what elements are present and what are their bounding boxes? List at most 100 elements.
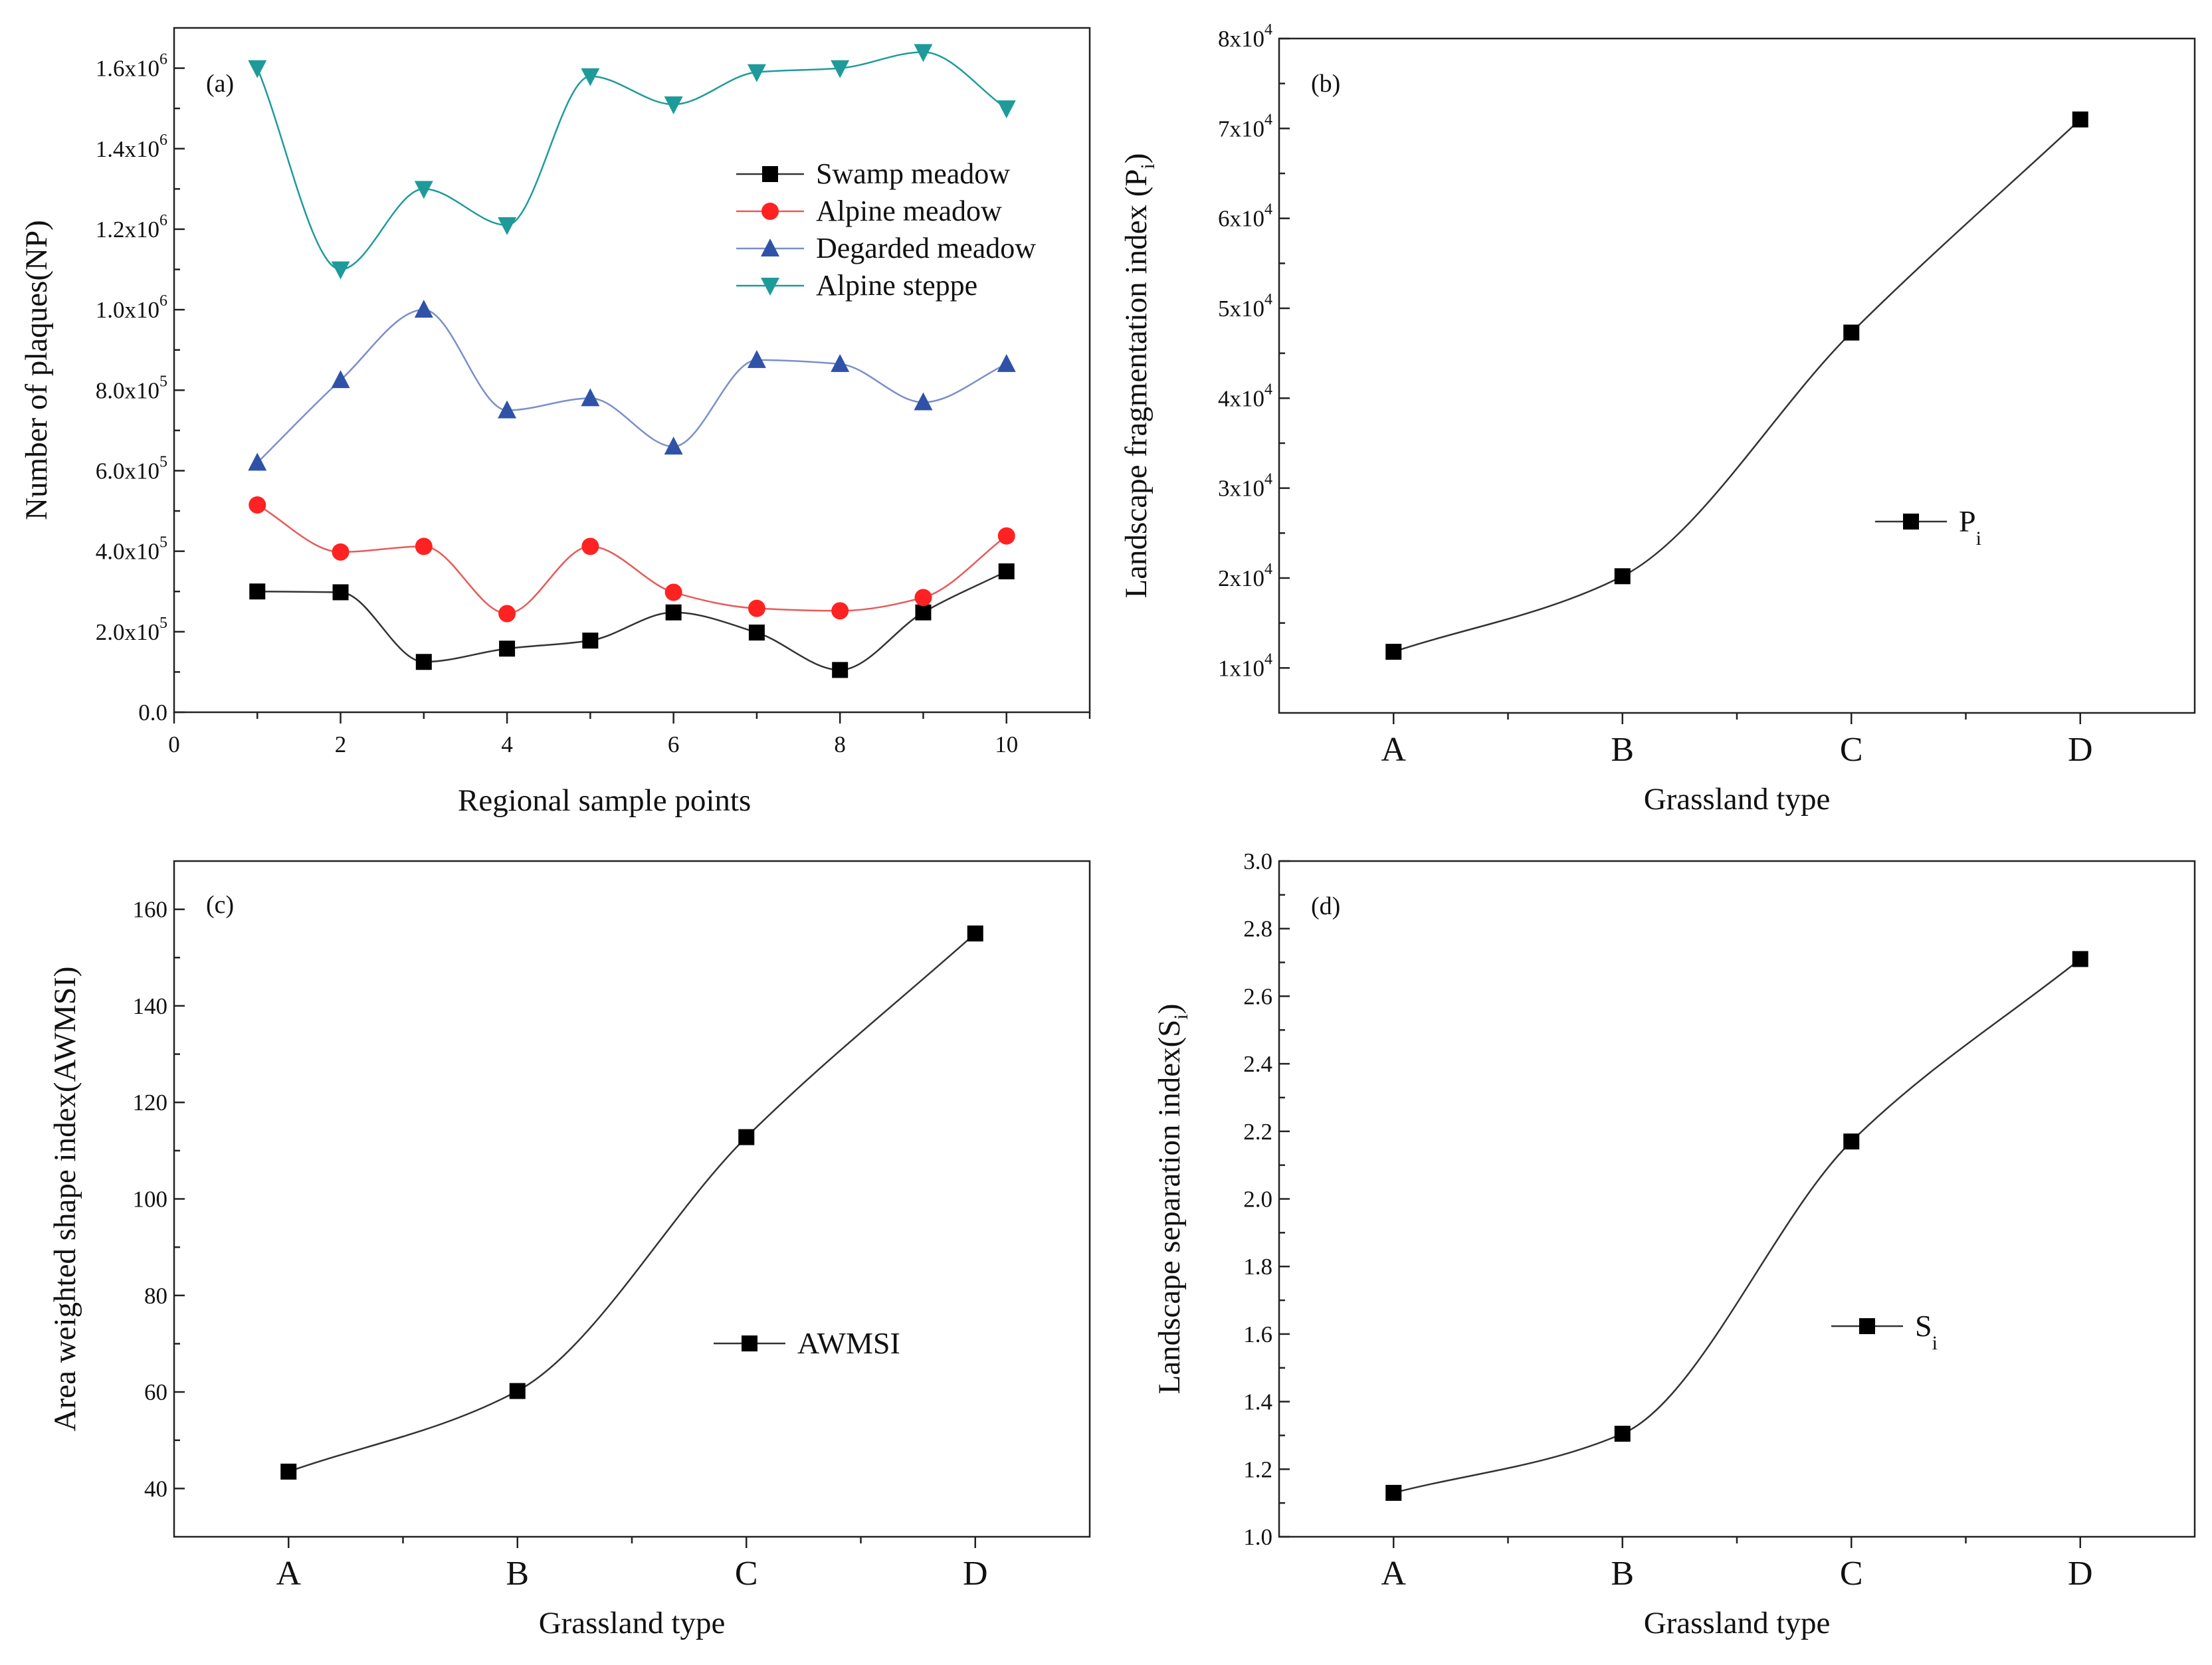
y-tick-exponent: 6 [159,51,167,68]
x-tick-label: B [506,1555,529,1593]
y-tick-label: 3.0 [1243,848,1272,874]
y-tick-label: 2.0 [1243,1187,1272,1213]
data-point [997,527,1015,545]
panel-tag: (d) [1311,892,1340,920]
legend: Pi [1875,504,1981,549]
y-tick-mantissa: 7x10 [1218,116,1264,142]
data-point [415,538,433,555]
data-point [1385,643,1402,660]
data-point [664,583,682,601]
data-point [747,349,766,368]
y-axis-label-tail: ) [1152,1004,1187,1015]
x-tick-label: 8 [834,732,846,757]
y-tick-mantissa: 120 [133,1090,168,1116]
y-tick-label: 3x104 [1218,471,1272,502]
panel-d-separation-chart: 1.0 1.2 1.4 1.6 1.8 2.0 2.2 2.4 2.6 2.8 3.0 A B C D Gra… [1152,848,2196,1640]
y-tick-label: 60 [144,1379,167,1405]
y-tick-label: 1.4 [1243,1389,1272,1415]
y-tick-mantissa: 2x10 [1218,565,1264,591]
y-tick-mantissa: 4x10 [1218,385,1264,411]
y-tick-mantissa: 2.8 [1243,916,1272,942]
y-tick-label: 2.2 [1243,1119,1272,1145]
y-tick-exponent: 4 [1264,21,1272,39]
legend: AWMSI [714,1326,900,1360]
series-line [1393,118,2081,653]
series-line [257,570,1007,671]
legend-label: Si [1915,1309,1938,1354]
y-axis-label-tail: ) [1119,153,1154,163]
y-tick-exponent: 4 [1264,201,1272,219]
x-tick-label: A [276,1555,301,1593]
series-line [288,933,976,1473]
data-point [414,181,433,199]
legend-label-main: P [1959,504,1976,538]
legend-label: Alpine steppe [816,269,977,302]
y-tick-label: 80 [144,1283,167,1309]
data-point [331,370,350,389]
data-point [738,1129,755,1145]
x-tick-label: 0 [168,732,180,757]
y-tick-label: 2.0x105 [96,615,167,645]
y-axis-label: Landscape separation index(Si) [1152,1004,1192,1395]
y-tick-mantissa: 1.2 [1243,1456,1272,1482]
y-tick-exponent: 5 [159,534,167,551]
legend-label: Swamp meadow [816,157,1010,190]
y-tick-label: 8.0x105 [96,373,167,403]
y-tick-mantissa: 3.0 [1243,848,1272,874]
y-axis-label: Area weighted shape index(AWMSI) [48,967,82,1432]
series-alpine-steppe [248,44,1016,280]
data-point [1843,324,1860,341]
y-tick-mantissa: 3x10 [1218,476,1264,502]
x-tick-label: C [1840,731,1863,769]
y-tick-label: 1.2 [1243,1456,1272,1482]
data-point [1614,1425,1631,1442]
data-point [664,437,683,455]
y-axis-label: Landscape fragmentation index (Pi) [1119,153,1159,598]
legend-label-subscript: i [1932,1332,1938,1354]
y-axis-label: Number of plaques(NP) [19,220,54,520]
y-tick-label: 1.0 [1243,1524,1272,1550]
x-tick-label: D [2068,1555,2093,1593]
x-axis-label: Regional sample points [458,783,751,818]
x-tick-label: B [1611,731,1634,769]
x-tick-label: B [1611,1555,1634,1593]
y-tick-label: 120 [133,1090,168,1116]
data-point [831,602,849,620]
series-swamp-meadow [249,563,1015,678]
legend-label-main: AWMSI [797,1326,900,1360]
legend-label: AWMSI [797,1326,900,1360]
y-tick-mantissa: 0.0 [138,700,167,726]
data-point [498,605,516,623]
y-tick-label: 1.6x106 [96,51,167,82]
y-axis-label-subscript: i [1170,1014,1192,1019]
y-axis-label-subscript: i [1137,163,1159,169]
legend-label: Degarded meadow [816,232,1036,264]
y-tick-mantissa: 6.0x10 [96,458,159,484]
x-tick-label: A [1381,1555,1406,1593]
data-point [831,60,850,78]
plot-frame [173,860,1091,1538]
series-line [1393,958,2081,1494]
y-tick-mantissa: 1.0 [1243,1524,1272,1550]
y-tick-exponent: 6 [159,212,167,229]
plot-frame [173,27,1091,714]
series-line [256,504,1007,615]
y-axis-label-main: Landscape fragmentation index (P [1119,169,1154,598]
panel-tag: (a) [206,70,234,98]
y-tick-exponent: 6 [159,132,167,149]
y-tick-mantissa: 2.4 [1243,1051,1272,1077]
y-axis-label-main: Area weighted shape index(AWMSI) [48,967,82,1432]
legend-marker [762,166,778,182]
y-tick-mantissa: 1.6 [1243,1322,1272,1347]
y-tick-label: 1.6 [1243,1322,1272,1347]
y-tick-label: 0.0 [138,700,167,726]
data-point [998,563,1015,579]
series-awmsi [280,925,983,1480]
y-tick-exponent: 4 [1264,471,1272,488]
data-point [415,654,432,670]
data-point [967,925,983,941]
data-point [832,662,849,678]
series-alpine-meadow [249,496,1015,623]
y-tick-mantissa: 2.0 [1243,1187,1272,1213]
